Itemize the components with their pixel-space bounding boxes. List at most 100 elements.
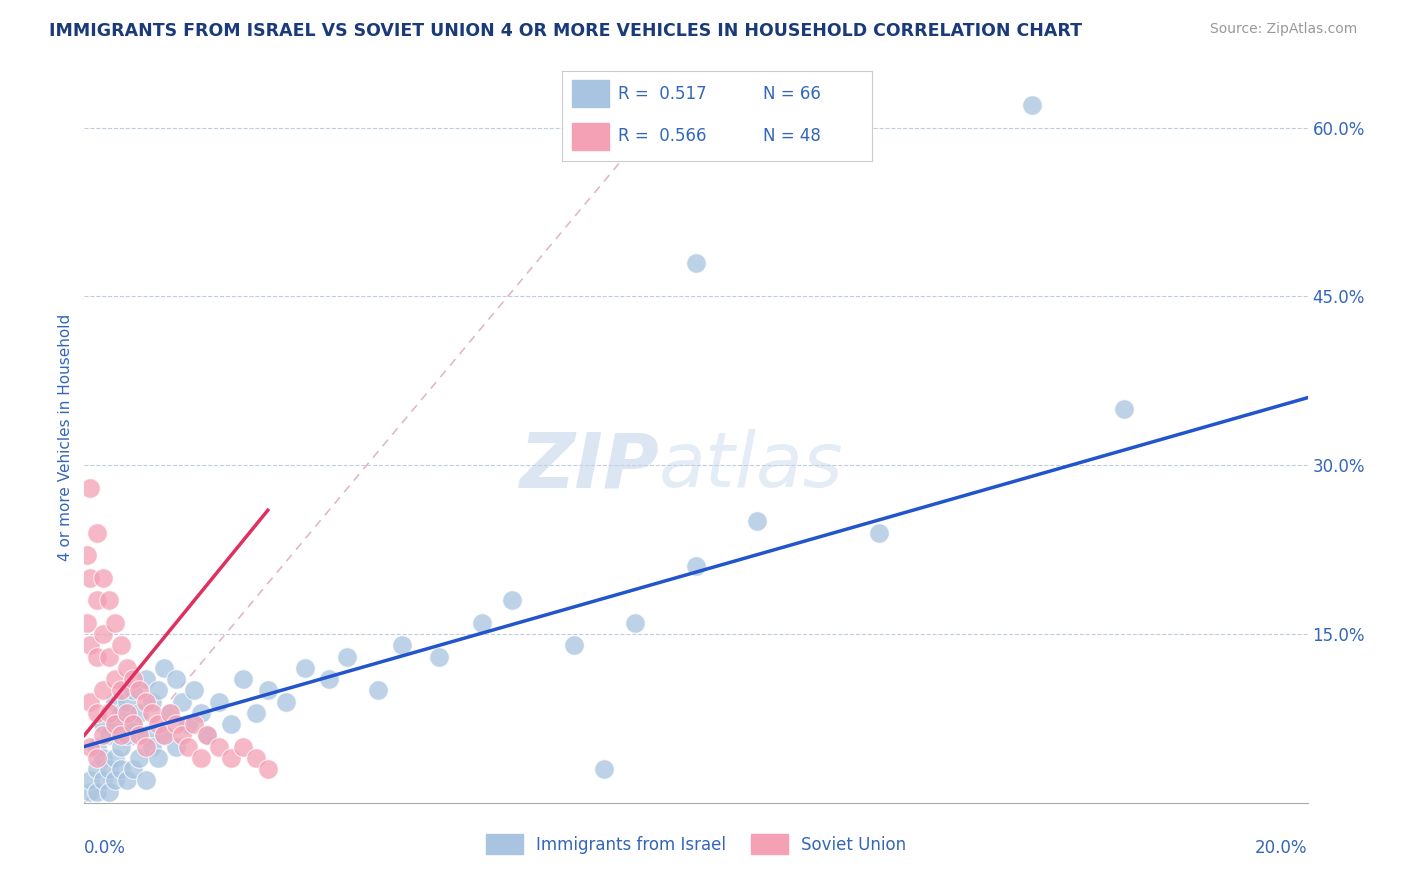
Point xyxy=(141,694,163,708)
Point xyxy=(165,739,187,754)
Point xyxy=(141,706,163,720)
Point xyxy=(294,661,316,675)
Point xyxy=(245,706,267,720)
Text: ZIP: ZIP xyxy=(520,429,659,503)
Point xyxy=(104,717,127,731)
Point xyxy=(104,672,127,686)
Point xyxy=(562,638,585,652)
Point xyxy=(190,706,212,720)
Point xyxy=(97,593,120,607)
Point xyxy=(79,694,101,708)
Point xyxy=(146,717,169,731)
Text: atlas: atlas xyxy=(659,429,844,503)
Point xyxy=(257,762,280,776)
Text: 0.0%: 0.0% xyxy=(84,839,127,857)
Point xyxy=(146,751,169,765)
Point xyxy=(257,683,280,698)
Point xyxy=(97,706,120,720)
Point xyxy=(97,649,120,664)
Point xyxy=(97,762,120,776)
Point xyxy=(86,739,108,754)
Point xyxy=(232,672,254,686)
Text: R =  0.517: R = 0.517 xyxy=(619,85,707,103)
Point xyxy=(245,751,267,765)
Point xyxy=(86,706,108,720)
Point xyxy=(110,638,132,652)
Point xyxy=(115,773,138,788)
Point xyxy=(1021,98,1043,112)
Point xyxy=(86,525,108,540)
Point xyxy=(86,762,108,776)
Point xyxy=(115,694,138,708)
Point xyxy=(190,751,212,765)
Bar xyxy=(572,80,609,107)
Point xyxy=(110,728,132,742)
Point xyxy=(153,728,176,742)
Point xyxy=(122,672,145,686)
Point xyxy=(122,717,145,731)
Text: Source: ZipAtlas.com: Source: ZipAtlas.com xyxy=(1209,22,1357,37)
Point xyxy=(79,481,101,495)
Bar xyxy=(572,123,609,150)
Point xyxy=(159,706,181,720)
Point xyxy=(79,638,101,652)
Point xyxy=(427,649,450,664)
Point xyxy=(110,683,132,698)
Point xyxy=(91,773,114,788)
Point xyxy=(110,706,132,720)
Point xyxy=(146,683,169,698)
Point xyxy=(165,717,187,731)
Point xyxy=(128,728,150,742)
Point xyxy=(91,728,114,742)
Point xyxy=(183,683,205,698)
Point xyxy=(177,717,200,731)
Point xyxy=(86,593,108,607)
Point xyxy=(86,751,108,765)
Point xyxy=(685,559,707,574)
Point xyxy=(1114,401,1136,416)
Point xyxy=(135,728,157,742)
Point xyxy=(232,739,254,754)
Point xyxy=(747,515,769,529)
Point xyxy=(208,739,231,754)
Point xyxy=(122,717,145,731)
Point xyxy=(104,717,127,731)
Point xyxy=(318,672,340,686)
Point xyxy=(219,751,242,765)
Point xyxy=(128,751,150,765)
Point xyxy=(502,593,524,607)
Point xyxy=(115,661,138,675)
Point xyxy=(869,525,891,540)
Point xyxy=(110,739,132,754)
Point xyxy=(276,694,298,708)
Point xyxy=(172,694,194,708)
Point xyxy=(104,751,127,765)
Point xyxy=(135,739,157,754)
Legend: Immigrants from Israel, Soviet Union: Immigrants from Israel, Soviet Union xyxy=(479,828,912,860)
Point xyxy=(195,728,218,742)
Point xyxy=(115,728,138,742)
Point xyxy=(79,571,101,585)
Point xyxy=(336,649,359,664)
Point xyxy=(91,683,114,698)
Point xyxy=(76,548,98,562)
Y-axis label: 4 or more Vehicles in Household: 4 or more Vehicles in Household xyxy=(58,313,73,561)
Point xyxy=(86,784,108,798)
Point xyxy=(91,751,114,765)
Text: N = 66: N = 66 xyxy=(763,85,821,103)
Point xyxy=(79,784,101,798)
Text: R =  0.566: R = 0.566 xyxy=(619,128,707,145)
Point xyxy=(471,615,494,630)
Point xyxy=(91,571,114,585)
Point xyxy=(91,627,114,641)
Point xyxy=(685,255,707,269)
Point xyxy=(122,762,145,776)
Point xyxy=(141,739,163,754)
Point xyxy=(128,683,150,698)
Point xyxy=(593,762,616,776)
Point xyxy=(91,717,114,731)
Point xyxy=(104,615,127,630)
Point xyxy=(219,717,242,731)
Point xyxy=(110,762,132,776)
Point xyxy=(135,672,157,686)
